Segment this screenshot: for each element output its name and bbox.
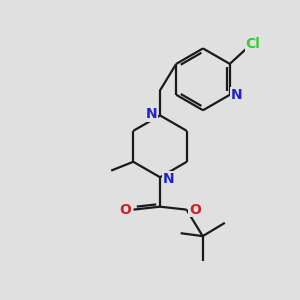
- Text: N: N: [230, 88, 242, 102]
- Text: O: O: [189, 202, 201, 217]
- Text: N: N: [163, 172, 174, 186]
- Text: N: N: [146, 107, 158, 121]
- Text: Cl: Cl: [245, 37, 260, 51]
- Text: O: O: [119, 202, 131, 217]
